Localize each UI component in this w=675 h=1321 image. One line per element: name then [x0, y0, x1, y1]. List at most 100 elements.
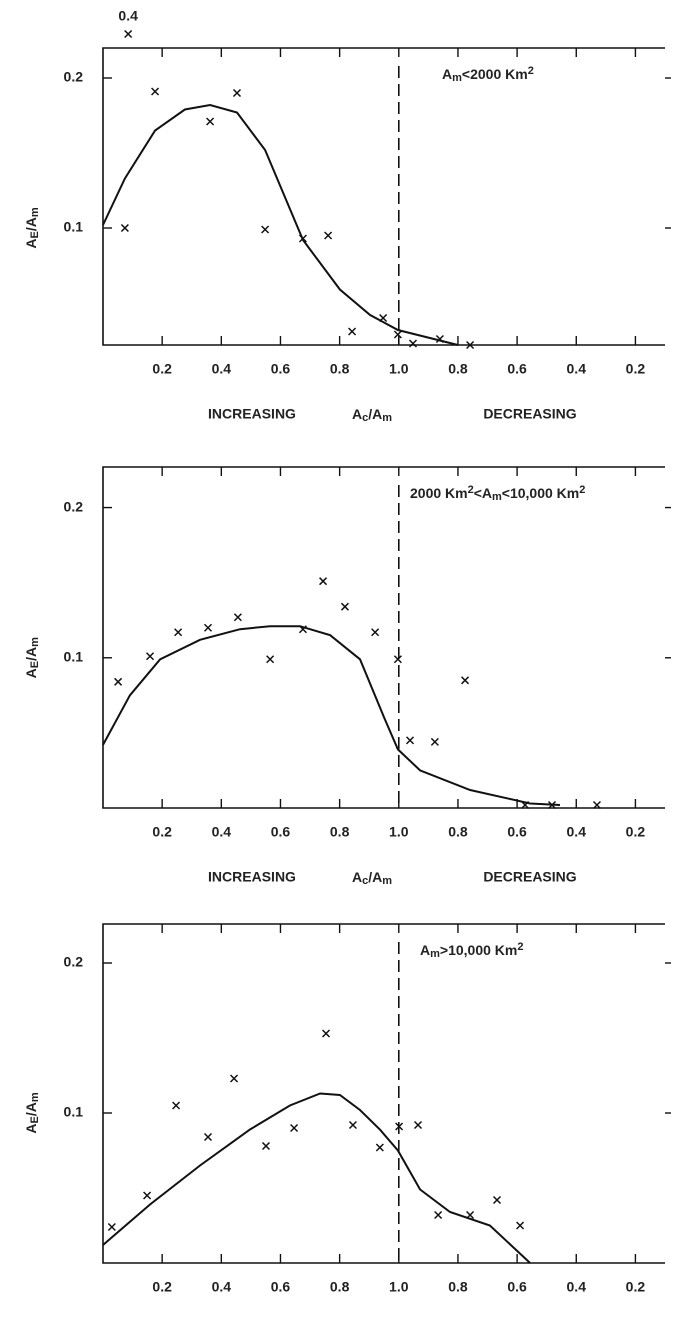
fit-curve [102, 625, 561, 806]
data-point [124, 29, 133, 39]
data-point [319, 577, 328, 586]
y-axis-label-part: /A [23, 217, 39, 231]
x-tick-label: 0.2 [626, 361, 646, 377]
panel-annotation-part: <10,000 Km [502, 485, 579, 501]
data-point [461, 676, 470, 685]
data-point [206, 117, 215, 126]
data-point [466, 340, 475, 350]
y-tick-label: 0.1 [64, 219, 84, 235]
y-axis-label-part: E [29, 231, 41, 238]
x-axis-label-part: m [382, 875, 392, 887]
x-tick-label: 0.8 [330, 361, 350, 377]
x-tick-label: 0.8 [330, 824, 350, 840]
data-point [592, 800, 601, 810]
x-axis-label-part: /A [368, 869, 382, 885]
data-point [146, 652, 155, 661]
y-axis-label-part: E [29, 1116, 41, 1123]
data-point [430, 737, 439, 746]
data-point [233, 613, 242, 622]
x-tick-label: 0.2 [626, 1279, 646, 1295]
data-point [393, 655, 402, 664]
x-tick-label: 1.0 [389, 361, 409, 377]
data-point [324, 231, 333, 240]
panel-annotation-part: m [430, 948, 440, 960]
panel-annotation-part: >10,000 Km [440, 942, 517, 958]
panel-annotation-part: <2000 Km [462, 66, 528, 82]
data-point [375, 1143, 384, 1152]
y-axis-label-part: E [29, 661, 41, 668]
y-axis-label-part: m [29, 1092, 41, 1102]
fit-curve [102, 103, 459, 346]
data-point [492, 1195, 502, 1205]
panel-annotation-part: m [492, 491, 502, 503]
data-point [340, 602, 349, 611]
y-tick-label: 0.1 [64, 1104, 84, 1120]
x-tick-label: 0.2 [152, 1279, 172, 1295]
data-point [466, 1210, 475, 1220]
x-tick-label: 0.4 [212, 824, 232, 840]
x-tick-label: 0.2 [626, 824, 646, 840]
data-point [516, 1221, 525, 1230]
panel-annotation: Am<2000 Km2 [442, 65, 534, 84]
y-tick-label: 0.2 [64, 954, 84, 970]
data-point [371, 628, 380, 637]
data-point [413, 1120, 423, 1130]
x-tick-label: 0.6 [507, 824, 527, 840]
y-axis-label: AE/Am [23, 1092, 41, 1133]
data-point [521, 800, 530, 810]
y-axis-label: AE/Am [23, 207, 41, 248]
data-point [348, 327, 357, 336]
y-axis-label-part: m [29, 637, 41, 647]
data-point [547, 800, 557, 810]
data-point [261, 1141, 271, 1151]
fit-curve [102, 1092, 531, 1264]
offscale-label: 0.4 [118, 8, 138, 24]
data-point [408, 339, 418, 348]
x-tick-label: 0.4 [212, 361, 232, 377]
panel-annotation-part: 2 [517, 941, 523, 953]
x-axis-label: Ac/Am [352, 406, 392, 424]
x-tick-label: 0.2 [152, 824, 172, 840]
panel-annotation-part: A [420, 942, 430, 958]
data-point [348, 1120, 357, 1130]
y-axis-label-part: /A [23, 1102, 39, 1116]
x-axis-label: Ac/Am [352, 869, 392, 887]
data-point [379, 313, 388, 323]
x-tick-label: 0.4 [567, 824, 587, 840]
x-axis-label-right: DECREASING [483, 869, 576, 885]
x-tick-label: 0.8 [448, 824, 468, 840]
data-point [230, 1074, 239, 1083]
data-point [266, 655, 275, 664]
data-point [151, 87, 160, 96]
data-point [203, 623, 213, 632]
x-axis-label-part: c [362, 875, 368, 887]
x-axis-label-part: m [382, 412, 392, 424]
x-tick-label: 0.4 [212, 1279, 232, 1295]
data-point [143, 1191, 152, 1200]
panel-annotation-part: 2 [579, 484, 585, 496]
x-tick-label: 0.2 [152, 361, 172, 377]
data-point [435, 334, 444, 344]
y-axis-label-part: m [29, 207, 41, 217]
x-tick-label: 0.6 [507, 1279, 527, 1295]
y-axis-label-part: A [23, 1124, 39, 1134]
data-point [232, 88, 242, 98]
data-point [114, 677, 123, 686]
x-axis-label-part: /A [368, 406, 382, 422]
data-point [321, 1029, 331, 1038]
x-axis-label-part: A [352, 406, 362, 422]
x-tick-label: 0.6 [271, 1279, 291, 1295]
data-point [395, 1122, 404, 1131]
x-axis-label-part: c [362, 412, 368, 424]
data-point [290, 1123, 299, 1133]
data-point [261, 225, 270, 234]
x-tick-label: 0.8 [330, 1279, 350, 1295]
y-axis-label-part: /A [23, 647, 39, 661]
y-tick-label: 0.1 [64, 648, 84, 664]
axis-frame [102, 47, 665, 346]
x-tick-label: 0.6 [271, 824, 291, 840]
x-axis-label-part: A [352, 869, 362, 885]
data-point [107, 1222, 116, 1232]
x-tick-label: 0.4 [567, 361, 587, 377]
data-point [120, 223, 129, 233]
